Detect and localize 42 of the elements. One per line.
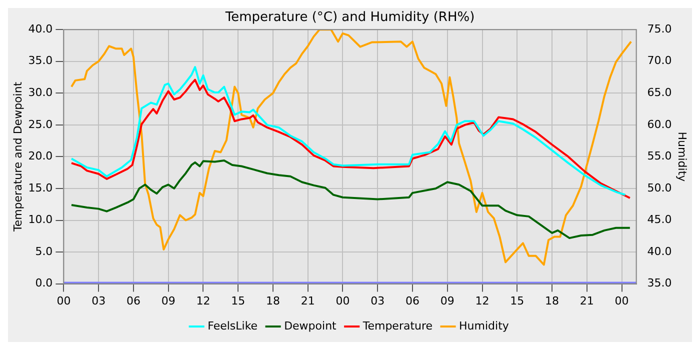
y2-tick-label: 40.0: [647, 244, 672, 258]
y-tick-label: 5.0: [35, 244, 53, 258]
x-tick-label: 00: [614, 294, 629, 308]
y2-tick-label: 55.0: [647, 150, 672, 163]
legend-label: FeelsLike: [208, 319, 258, 332]
y-tick-label: 35.0: [28, 54, 53, 68]
y2-axis-title: Humidity: [676, 132, 689, 182]
y2-tick-label: 70.0: [647, 54, 672, 68]
x-tick-label: 15: [231, 294, 246, 308]
y2-tick-label: 65.0: [647, 86, 672, 100]
x-tick-label: 15: [510, 294, 524, 308]
x-tick-label: 21: [300, 294, 315, 308]
y2-tick-label: 35.0: [647, 276, 672, 290]
x-tick-label: 06: [405, 294, 420, 308]
x-tick-label: 18: [266, 294, 280, 308]
chart-title: Temperature (°C) and Humidity (RH%): [224, 10, 475, 26]
y-axis-title: Temperature and Dewpoint: [11, 81, 24, 233]
legend-label: Dewpoint: [284, 319, 338, 332]
x-tick-label: 03: [370, 294, 385, 308]
y-tick-label: 0.0: [35, 276, 53, 290]
x-tick-label: 00: [336, 294, 350, 308]
y2-tick-label: 60.0: [647, 118, 672, 131]
y-tick-label: 20.0: [28, 150, 53, 163]
y2-tick-label: 45.0: [647, 213, 672, 226]
legend-label: Humidity: [459, 319, 510, 332]
x-tick-label: 12: [196, 294, 210, 308]
y2-tick-label: 50.0: [647, 181, 672, 194]
x-tick-label: 12: [475, 294, 490, 308]
x-tick-label: 03: [92, 294, 106, 308]
y2-tick-label: 75.0: [647, 22, 672, 36]
x-tick-label: 21: [580, 294, 594, 308]
y-tick-label: 40.0: [28, 22, 53, 36]
x-tick-label: 00: [56, 294, 71, 308]
x-tick-label: 09: [161, 294, 176, 308]
y-tick-label: 15.0: [28, 181, 53, 194]
legend-label: Temperature: [362, 319, 433, 332]
y-tick-label: 25.0: [28, 118, 53, 131]
x-tick-label: 06: [126, 294, 140, 308]
y-tick-label: 10.0: [28, 213, 53, 226]
x-tick-label: 09: [440, 294, 454, 308]
x-tick-label: 18: [545, 294, 560, 308]
y-tick-label: 30.0: [28, 86, 53, 100]
